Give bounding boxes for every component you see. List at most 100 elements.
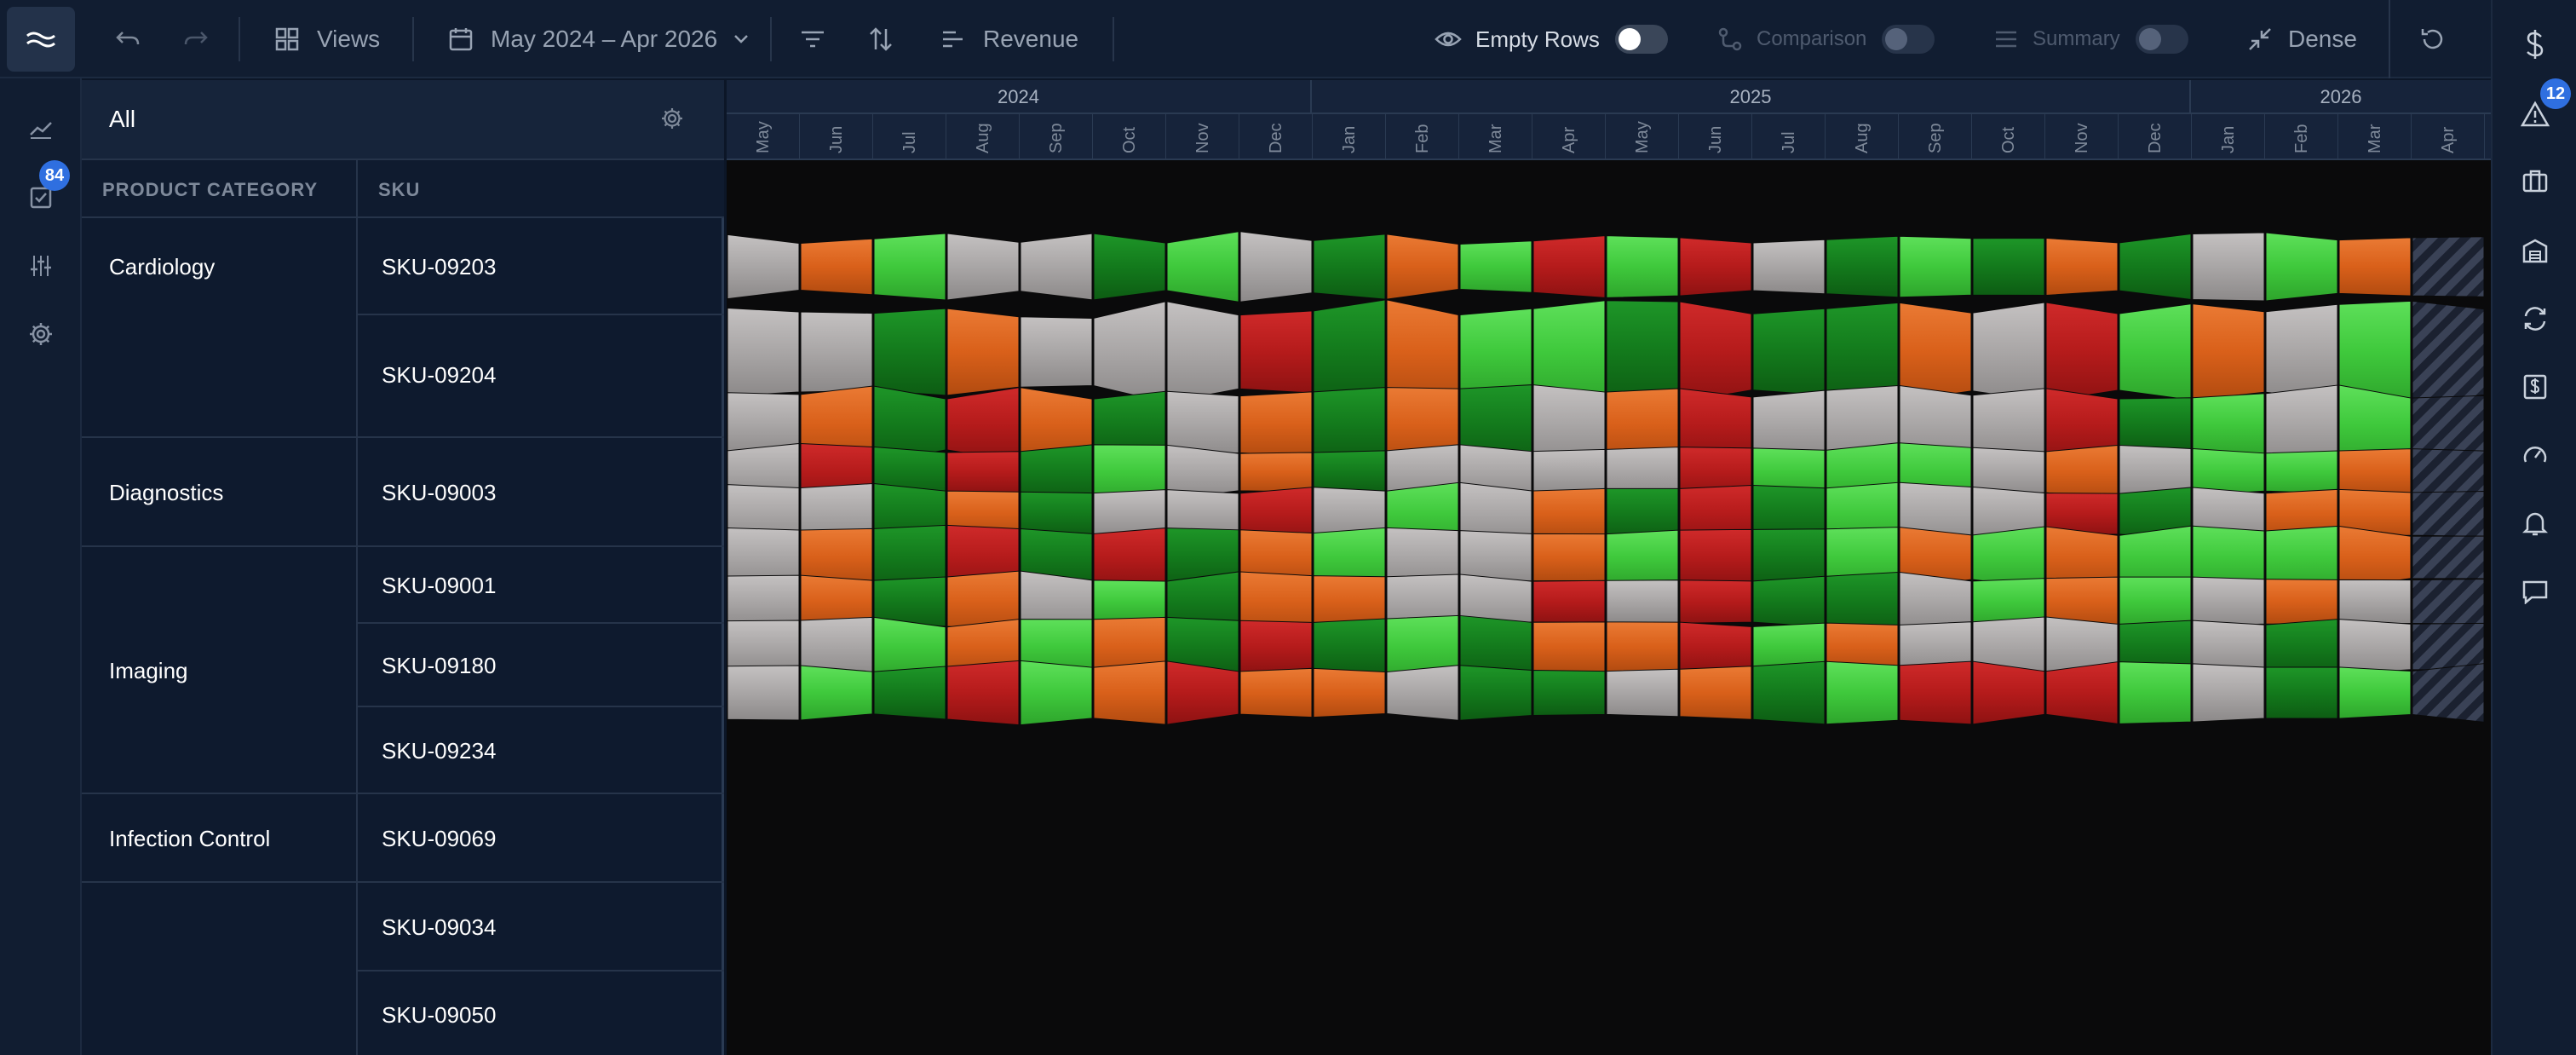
summary-toggle[interactable]: Summary [1993, 0, 2188, 78]
trends-nav-button[interactable] [22, 111, 60, 148]
heatmap-cell[interactable] [1606, 529, 1679, 585]
inventory-nav-button[interactable] [2516, 162, 2554, 199]
heatmap-cell[interactable] [1166, 301, 1239, 403]
sku-cell[interactable]: SKU-09203 [358, 218, 724, 315]
heatmap-cell[interactable] [1606, 579, 1679, 624]
heatmap-cell[interactable] [1606, 300, 1679, 404]
settings-nav-button[interactable] [22, 315, 60, 353]
heatmap-cell[interactable] [2412, 395, 2485, 454]
heatmap-cell[interactable] [1239, 620, 1313, 674]
heatmap-cell[interactable] [1532, 533, 1606, 582]
heatmap-cell[interactable] [1313, 618, 1386, 676]
heatmap-cell[interactable] [946, 660, 1020, 726]
heatmap-cell[interactable] [1532, 448, 1606, 496]
heatmap-cell[interactable] [2412, 490, 2485, 538]
heatmap-cell[interactable] [2119, 303, 2192, 401]
heatmap-cell[interactable] [2265, 303, 2338, 401]
sku-cell[interactable]: SKU-09204 [358, 315, 724, 438]
heatmap-cell[interactable] [1239, 231, 1313, 303]
comparison-switch[interactable] [1882, 25, 1935, 54]
heatmap-cell[interactable] [2412, 236, 2485, 297]
heatmap-cell[interactable] [1752, 239, 1826, 295]
heatmap-cell[interactable] [2338, 237, 2412, 297]
comparison-toggle[interactable]: Comparison [1717, 0, 1935, 78]
heatmap-cell[interactable] [2412, 448, 2485, 496]
sku-cell[interactable]: SKU-09180 [358, 624, 724, 707]
heatmap-cell[interactable] [1679, 301, 1752, 403]
heatmap-cell[interactable] [2338, 579, 2412, 625]
heatmap-cell[interactable] [1020, 660, 1093, 726]
sku-column-header[interactable]: SKU [378, 179, 421, 200]
measure-selector[interactable]: Revenue [940, 0, 1078, 78]
redo-button[interactable] [182, 0, 210, 78]
heatmap-cell[interactable] [2265, 232, 2338, 302]
heatmap-cell[interactable] [2192, 303, 2265, 401]
sku-cell[interactable]: SKU-09003 [358, 438, 724, 547]
sync-nav-button[interactable] [2516, 300, 2554, 337]
heatmap-cell[interactable] [1679, 528, 1752, 586]
heatmap-cell[interactable] [1093, 233, 1166, 301]
heatmap-cell[interactable] [873, 576, 946, 627]
app-menu-button[interactable] [7, 7, 75, 72]
heatmap-cell[interactable] [1752, 308, 1826, 396]
heatmap-cell[interactable] [1020, 444, 1093, 500]
heatmap-cell[interactable] [1679, 666, 1752, 720]
heatmap-cell[interactable] [2045, 302, 2119, 402]
category-cell[interactable]: Infection Control [82, 794, 356, 883]
heatmap-cell[interactable] [1606, 621, 1679, 672]
heatmap-grid[interactable] [727, 160, 2491, 1055]
heatmap-cell[interactable] [800, 238, 873, 296]
performance-nav-button[interactable] [2516, 436, 2554, 474]
sku-cell[interactable]: SKU-09034 [358, 883, 724, 971]
heatmap-cell[interactable] [1532, 487, 1606, 540]
heatmap-cell[interactable] [1093, 301, 1166, 403]
heatmap-cell[interactable] [2265, 579, 2338, 625]
heatmap-cell[interactable] [2045, 661, 2119, 724]
heatmap-cell[interactable] [1166, 444, 1239, 500]
heatmap-cell[interactable] [727, 308, 800, 396]
heatmap-cell[interactable] [1020, 316, 1093, 388]
heatmap-cell[interactable] [873, 233, 946, 301]
panel-settings-button[interactable] [659, 106, 685, 135]
heatmap-cell[interactable] [1752, 660, 1826, 725]
filter-row[interactable]: All [82, 80, 724, 160]
heatmap-cell[interactable] [2338, 666, 2412, 719]
heatmap-cell[interactable] [1972, 302, 2045, 402]
heatmap-cell[interactable] [1313, 233, 1386, 300]
heatmap-cell[interactable] [2192, 232, 2265, 302]
date-range-picker[interactable]: May 2024 – Apr 2026 [448, 0, 750, 78]
heatmap-cell[interactable] [1679, 621, 1752, 672]
heatmap-cell[interactable] [1899, 302, 1972, 402]
heatmap-cell[interactable] [1752, 575, 1826, 628]
heatmap-cell[interactable] [946, 233, 1020, 301]
heatmap-cell[interactable] [1899, 235, 1972, 298]
category-column-header[interactable]: PRODUCT CATEGORY [102, 179, 319, 200]
warehouse-nav-button[interactable] [2516, 232, 2554, 269]
heatmap-cell[interactable] [1899, 527, 1972, 588]
heatmap-cell[interactable] [2045, 492, 2119, 536]
heatmap-cell[interactable] [2338, 619, 2412, 675]
category-cell[interactable]: Imaging [82, 547, 356, 794]
heatmap-cell[interactable] [1313, 450, 1386, 494]
heatmap-cell[interactable] [1239, 391, 1313, 458]
heatmap-cell[interactable] [2119, 233, 2192, 301]
category-cell[interactable]: Diagnostics [82, 438, 356, 547]
heatmap-cell[interactable] [1679, 579, 1752, 624]
sku-cell[interactable]: SKU-09001 [358, 547, 724, 624]
heatmap-cell[interactable] [1239, 452, 1313, 493]
heatmap-cell[interactable] [2265, 619, 2338, 675]
sku-cell[interactable]: SKU-09234 [358, 707, 724, 794]
heatmap-cell[interactable] [2192, 447, 2265, 497]
heatmap-cell[interactable] [727, 233, 800, 300]
reset-button[interactable] [2419, 0, 2447, 78]
heatmap-cell[interactable] [873, 385, 946, 464]
category-cell[interactable] [82, 883, 356, 1055]
heatmap-cell[interactable] [1532, 579, 1606, 624]
adjustments-nav-button[interactable] [22, 247, 60, 285]
filter-button[interactable] [799, 0, 826, 78]
heatmap-cell[interactable] [1386, 665, 1459, 721]
heatmap-cell[interactable] [1826, 235, 1899, 298]
empty-rows-toggle[interactable]: Empty Rows [1435, 0, 1668, 78]
heatmap-cell[interactable] [1313, 387, 1386, 462]
heatmap-cell[interactable] [800, 311, 873, 393]
